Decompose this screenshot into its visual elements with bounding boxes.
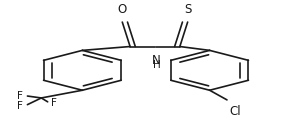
Text: O: O xyxy=(118,3,127,16)
Text: F: F xyxy=(17,91,22,101)
Text: H: H xyxy=(152,60,160,70)
Text: N: N xyxy=(152,54,161,67)
Text: F: F xyxy=(17,101,22,111)
Text: Cl: Cl xyxy=(229,105,241,118)
Text: S: S xyxy=(184,3,191,16)
Text: F: F xyxy=(51,98,56,108)
